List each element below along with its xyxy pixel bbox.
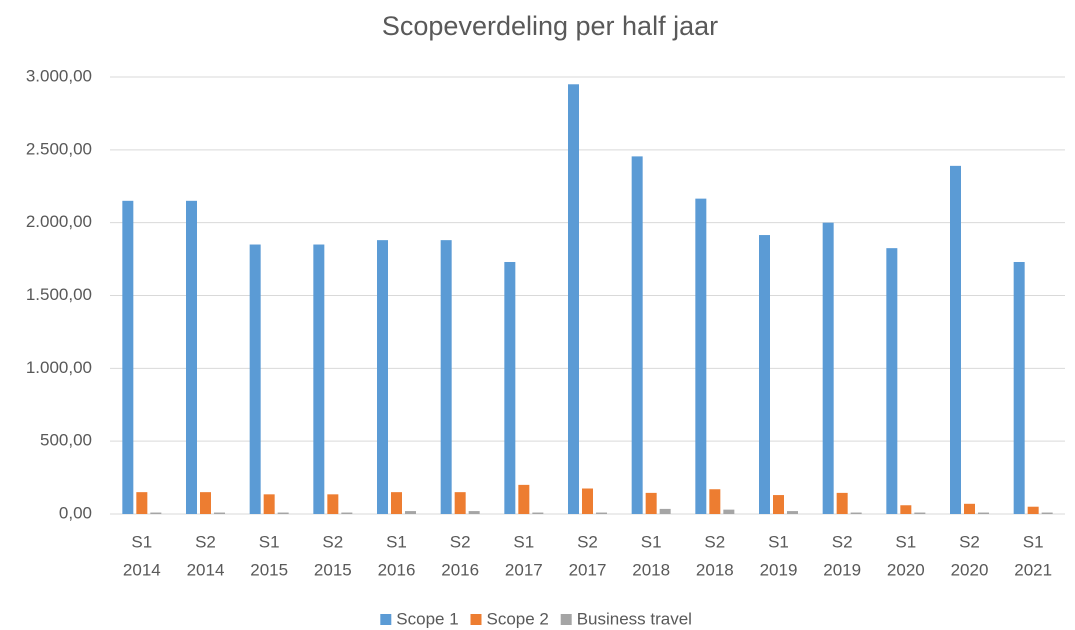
y-tick-label: 2.500,00: [26, 139, 92, 158]
bar: [914, 512, 926, 514]
bar: [582, 488, 593, 514]
x-tick-label: S1: [641, 532, 662, 551]
bar: [440, 240, 452, 514]
x-tick-label: 2018: [632, 560, 670, 579]
bar: [850, 512, 862, 514]
bar: [468, 511, 480, 514]
x-tick-label: 2016: [441, 560, 479, 579]
bar: [695, 198, 707, 515]
bar: [1041, 512, 1053, 514]
bar: [391, 492, 402, 514]
x-tick-label: S1: [513, 532, 534, 551]
x-tick-label: S2: [832, 532, 853, 551]
bar: [836, 492, 848, 514]
bar: [773, 495, 784, 514]
x-tick-label: S1: [768, 532, 789, 551]
x-tick-label: 2017: [505, 560, 543, 579]
chart-title: Scopeverdeling per half jaar: [382, 11, 718, 41]
x-tick-label: 2019: [823, 560, 861, 579]
y-tick-label: 1.500,00: [26, 285, 92, 304]
bar: [631, 156, 643, 514]
x-tick-label: 2021: [1014, 560, 1052, 579]
bar: [518, 484, 530, 514]
bar: [900, 505, 912, 514]
x-tick-label: 2018: [696, 560, 734, 579]
bar: [1027, 506, 1039, 514]
legend-label: Business travel: [577, 609, 692, 628]
x-tick-label: 2016: [378, 560, 416, 579]
bar: [277, 512, 289, 514]
y-tick-label: 1.000,00: [26, 358, 92, 377]
bar: [263, 494, 275, 514]
bar: [759, 235, 770, 514]
x-tick-label: S1: [1023, 532, 1044, 551]
y-tick-label: 2.000,00: [26, 212, 92, 231]
legend-swatch: [560, 614, 572, 625]
y-tick-label: 3.000,00: [26, 66, 92, 85]
y-tick-label: 0,00: [59, 503, 92, 522]
legend-swatch: [470, 614, 482, 625]
bar: [504, 261, 516, 514]
bar: [214, 512, 225, 514]
bar: [723, 509, 735, 514]
x-tick-label: S2: [450, 532, 471, 551]
x-tick-label: S2: [959, 532, 980, 551]
x-tick-label: S2: [577, 532, 598, 551]
bar: [950, 165, 961, 514]
legend-label: Scope 1: [396, 609, 458, 628]
x-tick-label: 2015: [250, 560, 288, 579]
bar: [596, 512, 607, 514]
x-tick-label: S2: [322, 532, 343, 551]
x-tick-label: 2017: [569, 560, 607, 579]
bar: [341, 512, 353, 514]
bar: [1013, 261, 1025, 514]
bar: [249, 244, 261, 514]
x-tick-label: S2: [195, 532, 216, 551]
bar: [659, 508, 671, 514]
bar: [645, 492, 657, 514]
x-tick-label: 2014: [187, 560, 225, 579]
bar: [200, 492, 211, 514]
bar: [532, 512, 544, 514]
legend-swatch: [380, 614, 392, 625]
bar: [787, 511, 798, 514]
bar: [122, 200, 134, 515]
bar: [454, 492, 466, 514]
bar: [186, 200, 197, 515]
legend-label: Scope 2: [487, 609, 549, 628]
bar: [405, 511, 416, 514]
x-tick-label: 2015: [314, 560, 352, 579]
x-tick-label: S1: [895, 532, 916, 551]
x-tick-label: 2020: [951, 560, 989, 579]
bar: [822, 222, 834, 514]
bar: [313, 244, 325, 514]
bar: [978, 512, 989, 514]
bar: [568, 84, 579, 515]
x-tick-label: S1: [131, 532, 152, 551]
x-tick-label: S2: [704, 532, 725, 551]
bar: [886, 248, 898, 515]
x-tick-label: S1: [259, 532, 280, 551]
bar: [964, 503, 975, 514]
bar: [136, 492, 148, 514]
x-tick-label: 2020: [887, 560, 925, 579]
x-tick-label: 2019: [760, 560, 798, 579]
bar: [327, 494, 339, 514]
bar: [150, 512, 162, 514]
x-tick-label: 2014: [123, 560, 161, 579]
x-tick-label: S1: [386, 532, 407, 551]
bar: [377, 240, 388, 514]
bar: [709, 489, 721, 514]
y-tick-label: 500,00: [40, 431, 92, 450]
